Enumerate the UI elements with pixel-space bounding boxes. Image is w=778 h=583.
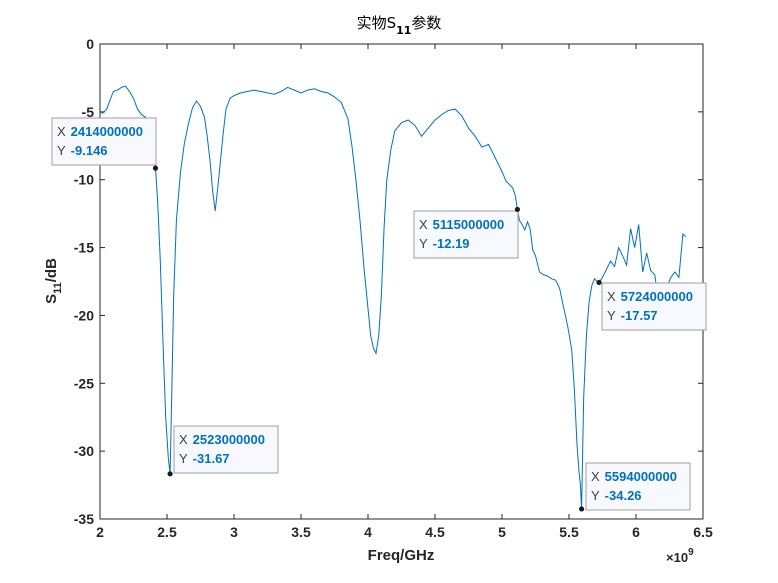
datatip-x-row: X 2523000000	[179, 432, 265, 447]
datatip-y-row: Y -34.26	[591, 488, 642, 503]
datatip[interactable]: X 2523000000 Y -31.67	[167, 425, 279, 477]
y-tick-label: -30	[74, 443, 94, 459]
datatip-y-row: Y -9.146	[57, 143, 108, 158]
datatip-y-key: Y	[179, 451, 188, 466]
x-tick-label: 5.5	[559, 524, 579, 540]
datatips: X 2414000000 Y -9.146 X 2523000000 Y -31.67 X 511…	[51, 117, 707, 512]
datatip-y-value: -17.57	[621, 308, 658, 323]
datatip-x-row: X 5724000000	[607, 289, 693, 304]
x-tick-label: 3	[230, 524, 238, 540]
datatip-marker[interactable]	[152, 165, 159, 171]
datatip-x-key: X	[57, 124, 66, 139]
datatip-x-row: X 5115000000	[419, 217, 504, 232]
datatip-y-value: -34.26	[605, 488, 642, 503]
datatip-x-value: 5594000000	[605, 469, 677, 484]
datatip-x-key: X	[607, 289, 616, 304]
x-tick-label: 2.5	[157, 524, 177, 540]
datatip-y-row: Y -17.57	[607, 308, 658, 323]
y-tick-label: -5	[82, 104, 95, 120]
datatip-y-key: Y	[419, 236, 428, 251]
datatip-x-value: 5115000000	[433, 217, 505, 232]
x-tick-label: 6.5	[693, 524, 713, 540]
datatip[interactable]: X 5594000000 Y -34.26	[578, 462, 691, 512]
x-tick-label: 4.5	[425, 524, 445, 540]
axis-ticks	[99, 43, 704, 520]
x-axis-multiplier: ×109	[666, 547, 694, 565]
y-tick-label: -35	[74, 511, 94, 527]
y-tick-label: -15	[74, 240, 94, 256]
axis-tick-labels: 2 2.5 3 3.5 4 4.5 5 5.5 6 6.5 0 -5 -10 -15 -20 -25 -30 -3…	[74, 36, 713, 540]
datatip-marker[interactable]	[596, 279, 602, 286]
datatip-x-row: X 2414000000	[57, 124, 143, 139]
datatip-box	[51, 117, 157, 166]
datatip[interactable]: X 5115000000 Y -12.19	[413, 206, 521, 259]
x-tick-label: 5	[498, 524, 506, 540]
datatip[interactable]: X 5724000000 Y -17.57	[596, 279, 707, 331]
datatip-x-key: X	[591, 469, 600, 484]
datatip-x-value: 5724000000	[621, 289, 693, 304]
datatip-y-value: -12.19	[433, 236, 470, 251]
x-axis-label: Freq/GHz	[368, 547, 435, 564]
x-tick-label: 3.5	[291, 524, 311, 540]
x-tick-label: 4	[364, 524, 372, 540]
datatip-y-value: -31.67	[193, 451, 230, 466]
y-tick-label: -10	[74, 172, 94, 188]
x-tick-label: 6	[632, 524, 640, 540]
datatip-marker[interactable]	[167, 471, 173, 477]
y-tick-label: -25	[74, 375, 94, 391]
datatip-y-key: Y	[57, 143, 66, 158]
y-tick-label: 0	[86, 36, 94, 52]
datatip[interactable]: X 2414000000 Y -9.146	[51, 117, 159, 171]
datatip-y-key: Y	[607, 308, 616, 323]
datatip-box	[173, 425, 279, 474]
datatip-y-key: Y	[591, 488, 600, 503]
datatip-marker[interactable]	[578, 506, 585, 512]
datatip-x-row: X 5594000000	[591, 469, 677, 484]
datatip-box	[585, 462, 691, 511]
datatip-y-row: Y -31.67	[179, 451, 230, 466]
datatip-x-value: 2523000000	[193, 432, 265, 447]
x-tick-label: 2	[96, 524, 104, 540]
y-axis-label: S11/dB	[43, 258, 64, 304]
datatip-y-row: Y -12.19	[419, 236, 470, 251]
datatip-x-value: 2414000000	[71, 124, 143, 139]
datatip-x-key: X	[419, 217, 428, 232]
chart-title: 实物S11参数	[357, 14, 442, 37]
datatip-marker[interactable]	[514, 206, 521, 213]
s11-series-line	[99, 85, 686, 510]
datatip-box	[413, 210, 519, 259]
datatip-y-value: -9.146	[71, 143, 108, 158]
datatip-box	[601, 282, 707, 331]
y-tick-label: -20	[74, 307, 94, 323]
datatip-x-key: X	[179, 432, 188, 447]
